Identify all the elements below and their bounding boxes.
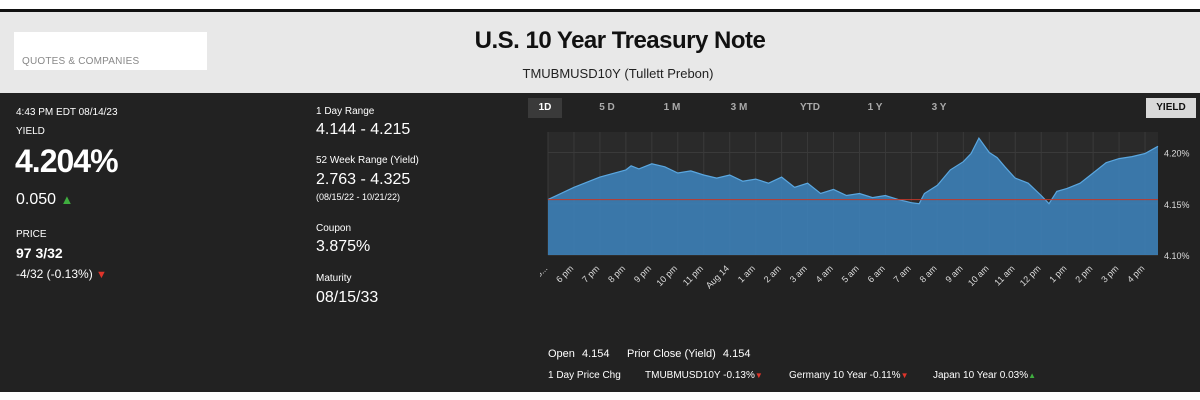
page-title: U.S. 10 Year Treasury Note — [474, 27, 766, 54]
x-tick-label: 2 am — [762, 263, 783, 284]
x-tick-label: 4 am — [814, 263, 835, 284]
price-label: PRICE — [16, 229, 47, 240]
y-tick-label: 4.20% — [1164, 149, 1190, 159]
x-tick-label: 7 pm — [580, 263, 601, 284]
yield-change: 0.050 ▲ — [16, 191, 73, 209]
tab-3y[interactable]: 3 Y — [931, 102, 947, 113]
x-tick-label: 6 pm — [554, 263, 575, 284]
x-tick-label: 9 pm — [632, 263, 653, 284]
prior-close-value: 4.154 — [722, 348, 751, 360]
comparison-value: -0.13% — [723, 370, 755, 381]
tab-1y[interactable]: 1 Y — [867, 102, 883, 113]
top-rule — [0, 9, 1200, 12]
comparison-name: TMUBMUSD10Y — [645, 370, 724, 381]
comparison-item[interactable]: TMUBMUSD10Y -0.13%▼ — [645, 370, 763, 381]
x-tick-label: 10 pm — [654, 263, 679, 288]
week52-value: 2.763 - 4.325 — [316, 171, 411, 188]
x-tick-label: 12 pm — [1018, 263, 1043, 288]
triangle-up-icon: ▲ — [1028, 371, 1037, 380]
yield-value: 4.204% — [15, 143, 119, 179]
price-change-value: -4/32 (-0.13%) — [16, 267, 93, 281]
price-chg-label: 1 Day Price Chg — [548, 370, 621, 381]
x-tick-label: 10 am — [966, 263, 991, 288]
open-value: 4.154 — [581, 348, 610, 360]
open-stat: Open 4.154 — [548, 348, 610, 360]
y-tick-label: 4.10% — [1164, 251, 1190, 261]
triangle-up-icon: ▲ — [60, 192, 74, 207]
yield-toggle-button[interactable]: YIELD — [1146, 98, 1196, 118]
yield-change-value: 0.050 — [16, 191, 57, 208]
comparison-name: Germany 10 Year — [789, 370, 870, 381]
page-header: QUOTES & COMPANIES U.S. 10 Year Treasury… — [0, 12, 1200, 93]
x-tick-label: 11 am — [992, 263, 1016, 287]
tab-1m[interactable]: 1 M — [663, 102, 681, 113]
open-label: Open — [548, 348, 575, 360]
price-value: 97 3/32 — [16, 245, 63, 261]
x-tick-label: 3 pm — [1099, 263, 1120, 284]
bottom-strip — [0, 392, 1200, 400]
comparison-item[interactable]: Japan 10 Year 0.03%▲ — [933, 370, 1036, 381]
coupon-value: 3.875% — [316, 238, 371, 255]
x-tick-label: 9 am — [944, 263, 965, 284]
triangle-down-icon: ▼ — [754, 371, 763, 380]
x-tick-label: 4 pm — [1125, 263, 1146, 284]
x-tick-label: 2 pm — [1073, 263, 1094, 284]
triangle-down-icon: ▼ — [900, 371, 909, 380]
comparison-value: -0.11% — [869, 370, 901, 381]
week52-label: 52 Week Range (Yield) — [316, 155, 419, 166]
coupon-label: Coupon — [316, 223, 352, 234]
x-tick-label: 1 am — [736, 263, 757, 284]
day-range-label: 1 Day Range — [316, 106, 375, 117]
x-tick-label: 8 am — [918, 263, 939, 284]
prior-close-label: Prior Close (Yield) — [627, 348, 716, 360]
yield-label: YIELD — [16, 126, 45, 137]
comparison-item[interactable]: Germany 10 Year -0.11%▼ — [789, 370, 908, 381]
x-tick-label: 8 pm — [606, 263, 627, 284]
triangle-down-icon: ▼ — [96, 269, 107, 281]
x-tick-label: 5 am — [840, 263, 861, 284]
y-tick-label: 4.15% — [1164, 200, 1190, 210]
quote-timestamp: 4:43 PM EDT 08/14/23 — [16, 107, 118, 118]
week52-dates: (08/15/22 - 10/21/22) — [316, 192, 401, 202]
search-input[interactable]: QUOTES & COMPANIES — [14, 32, 207, 70]
x-tick-label: 5... — [540, 263, 549, 279]
price-change: -4/32 (-0.13%) ▼ — [16, 267, 107, 281]
x-tick-label: 1 pm — [1047, 263, 1068, 284]
tab-1d[interactable]: 1D — [528, 98, 562, 118]
maturity-label: Maturity — [316, 273, 352, 284]
day-range-value: 4.144 - 4.215 — [316, 121, 411, 138]
x-tick-label: Aug 14 — [704, 263, 731, 290]
comparison-value: 0.03% — [999, 370, 1029, 381]
ticker-subtitle: TMUBMUSD10Y (Tullett Prebon) — [522, 66, 714, 81]
tab-ytd[interactable]: YTD — [800, 102, 820, 113]
yield-chart: 4.20% 4.15% 4.10% 5... 6 pm 7 pm 8 pm 9 pm 10 pm… — [540, 132, 1190, 291]
x-tick-label: 7 am — [892, 263, 913, 284]
search-placeholder: QUOTES & COMPANIES — [22, 56, 140, 67]
x-tick-label: 6 am — [866, 263, 887, 284]
prior-close-stat: Prior Close (Yield) 4.154 — [627, 348, 750, 360]
tab-5d[interactable]: 5 D — [599, 102, 615, 113]
x-tick-label: 3 am — [788, 263, 809, 284]
yield-area — [548, 138, 1158, 255]
x-tick-label: 11 pm — [681, 263, 705, 287]
maturity-value: 08/15/33 — [316, 289, 379, 306]
comparison-name: Japan 10 Year — [933, 370, 1000, 381]
yield-line — [547, 136, 1159, 205]
tab-3m[interactable]: 3 M — [730, 102, 748, 113]
